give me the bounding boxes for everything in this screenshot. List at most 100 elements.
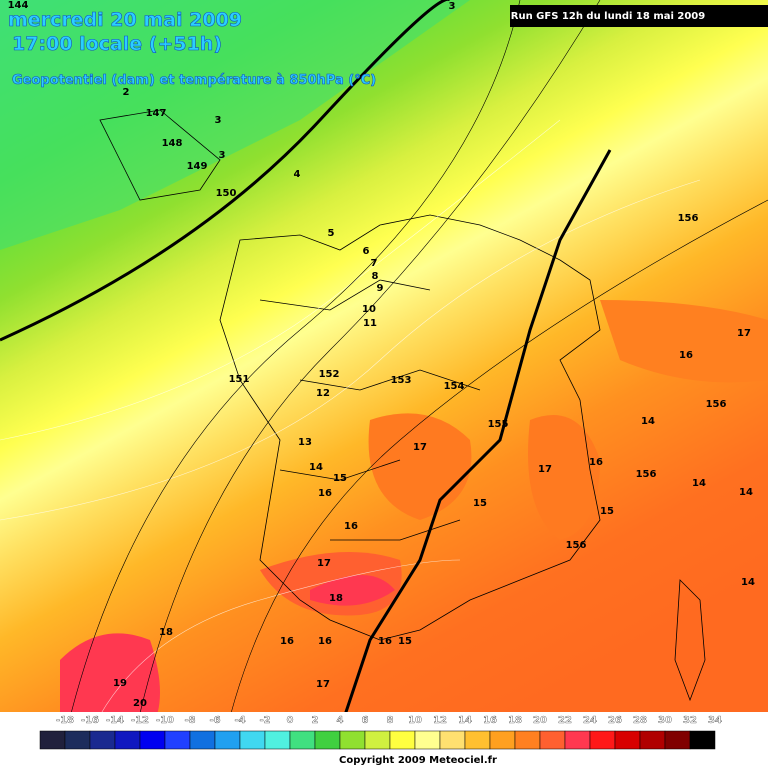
header-date: mercredi 20 mai 2009 xyxy=(8,9,242,31)
geopotential-lines xyxy=(59,0,768,761)
map-label: 155 xyxy=(488,419,509,430)
legend-tick: 26 xyxy=(608,715,622,726)
legend-swatch xyxy=(489,730,516,750)
legend-tick: -16 xyxy=(81,715,99,726)
legend-tick: -6 xyxy=(209,715,220,726)
legend-tick: 10 xyxy=(408,715,422,726)
legend-tick: 14 xyxy=(458,715,472,726)
map-label: 20 xyxy=(133,698,147,709)
map-label: 16 xyxy=(318,488,332,499)
front xyxy=(0,0,450,342)
legend-swatch xyxy=(214,730,241,750)
map-label: 17 xyxy=(413,442,427,453)
map-label: 156 xyxy=(678,213,699,224)
map-label: 5 xyxy=(328,228,335,239)
legend-tick: 28 xyxy=(633,715,647,726)
legend-swatch xyxy=(264,730,291,750)
legend-swatch xyxy=(164,730,191,750)
legend-swatch xyxy=(39,730,66,750)
map-label: 154 xyxy=(444,381,465,392)
legend-swatch xyxy=(114,730,141,750)
legend-tick: 22 xyxy=(558,715,572,726)
map-label: 3 xyxy=(219,150,226,161)
map-label: 14 xyxy=(741,577,755,588)
legend-swatch xyxy=(514,730,541,750)
map-label: 16 xyxy=(679,350,693,361)
map-label: 14 xyxy=(641,416,655,427)
map-label: 144 xyxy=(8,0,29,11)
map-label: 17 xyxy=(737,328,751,339)
map-label: 6 xyxy=(363,246,370,257)
legend-tick: 0 xyxy=(287,715,294,726)
map-label: 2 xyxy=(123,87,130,98)
map-label: 150 xyxy=(216,188,237,199)
isotherms xyxy=(0,119,701,761)
legend-tick: 30 xyxy=(658,715,672,726)
map-label: 152 xyxy=(319,369,340,380)
legend-swatch xyxy=(189,730,216,750)
legend-swatch xyxy=(564,730,591,750)
map-label: 18 xyxy=(159,627,173,638)
map-label: 16 xyxy=(344,521,358,532)
legend-tick: -4 xyxy=(234,715,245,726)
map-label: 17 xyxy=(538,464,552,475)
map-label: 4 xyxy=(294,169,301,180)
map-label: 19 xyxy=(113,678,127,689)
legend-swatch xyxy=(314,730,341,750)
front xyxy=(338,149,612,731)
legend-swatch xyxy=(589,730,616,750)
legend-swatch xyxy=(414,730,441,750)
hot-zone xyxy=(310,575,395,606)
legend-tick: 24 xyxy=(583,715,597,726)
legend: -18 -16 -14 -12 -10 -8 -6 -4 -2 0 2 4 6 8 10 12 14 16 18 20… xyxy=(39,715,722,750)
map-label: 3 xyxy=(215,115,222,126)
legend-swatch xyxy=(664,730,691,750)
legend-swatch xyxy=(64,730,91,750)
map-label: 149 xyxy=(187,161,208,172)
map-label: 11 xyxy=(363,318,377,329)
map-label: 3 xyxy=(449,1,456,12)
legend-tick: 8 xyxy=(387,715,394,726)
map-label: 14 xyxy=(692,478,706,489)
legend-swatch xyxy=(239,730,266,750)
map-label: 17 xyxy=(316,679,330,690)
borders xyxy=(99,109,706,702)
legend-swatch xyxy=(339,730,366,750)
run-text: Run GFS 12h du lundi 18 mai 2009 xyxy=(511,11,706,22)
legend-tick: 32 xyxy=(683,715,697,726)
map-label: 16 xyxy=(318,636,332,647)
legend-tick: 12 xyxy=(433,715,447,726)
cold-zone xyxy=(0,0,470,250)
map-label: 156 xyxy=(636,469,657,480)
legend-tick: 16 xyxy=(483,715,497,726)
legend-tick: 34 xyxy=(708,715,722,726)
map-label: 14 xyxy=(739,487,753,498)
map-label: 7 xyxy=(371,258,378,269)
legend-swatch xyxy=(389,730,416,750)
legend-swatch xyxy=(289,730,316,750)
map-label: 156 xyxy=(566,540,587,551)
header-parameter: Geopotentiel (dam) et température à 850h… xyxy=(12,73,376,88)
map-label: 10 xyxy=(362,304,376,315)
map-label: 16 xyxy=(280,636,294,647)
legend-tick: -2 xyxy=(259,715,270,726)
legend-swatch xyxy=(139,730,166,750)
map-label: 16 xyxy=(589,457,603,468)
map-label: 15 xyxy=(333,473,347,484)
legend-tick: -18 xyxy=(56,715,74,726)
run-box xyxy=(510,5,768,27)
map-label: 15 xyxy=(398,636,412,647)
legend-swatch xyxy=(89,730,116,750)
legend-tick: -12 xyxy=(131,715,149,726)
legend-swatch xyxy=(689,730,716,750)
legend-tick: 6 xyxy=(362,715,369,726)
hot-zone xyxy=(60,633,160,730)
legend-tick: -14 xyxy=(106,715,124,726)
copyright: Copyright 2009 Meteociel.fr xyxy=(339,755,497,766)
map-label: 15 xyxy=(473,498,487,509)
map-label: 18 xyxy=(329,593,343,604)
warm-zone xyxy=(528,415,600,540)
map-label: 9 xyxy=(377,283,384,294)
legend-tick: 4 xyxy=(337,715,344,726)
